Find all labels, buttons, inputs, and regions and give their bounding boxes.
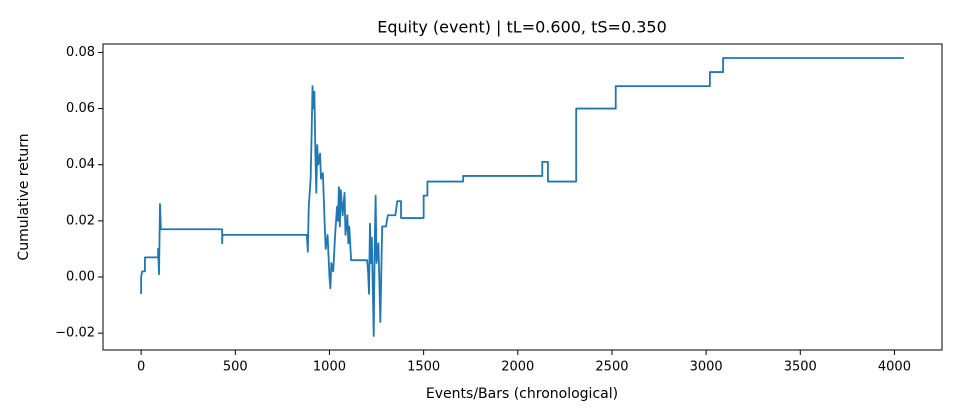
y-tick-label: 0.00 — [66, 270, 95, 285]
x-tick-label: 2000 — [501, 360, 534, 375]
x-tick-label: 1000 — [313, 360, 346, 375]
x-tick-label: 500 — [223, 360, 248, 375]
x-tick-label: 3000 — [690, 360, 723, 375]
x-tick-label: 3500 — [784, 360, 817, 375]
x-tick-label: 4000 — [878, 360, 911, 375]
y-axis-label: Cumulative return — [16, 133, 32, 260]
y-tick-label: 0.08 — [66, 45, 95, 60]
y-tick-label: 0.02 — [66, 213, 95, 228]
plot-frame — [102, 43, 943, 351]
chart-title: Equity (event) | tL=0.600, tS=0.350 — [377, 18, 667, 37]
x-tick-label: 0 — [137, 360, 145, 375]
y-tick-label: −0.02 — [55, 326, 95, 341]
y-tick-label: 0.06 — [66, 101, 95, 116]
x-tick-label: 1500 — [407, 360, 440, 375]
x-tick-label: 2500 — [595, 360, 628, 375]
y-tick-label: 0.04 — [66, 157, 95, 172]
x-axis-label: Events/Bars (chronological) — [426, 386, 618, 402]
equity-line — [140, 57, 904, 337]
